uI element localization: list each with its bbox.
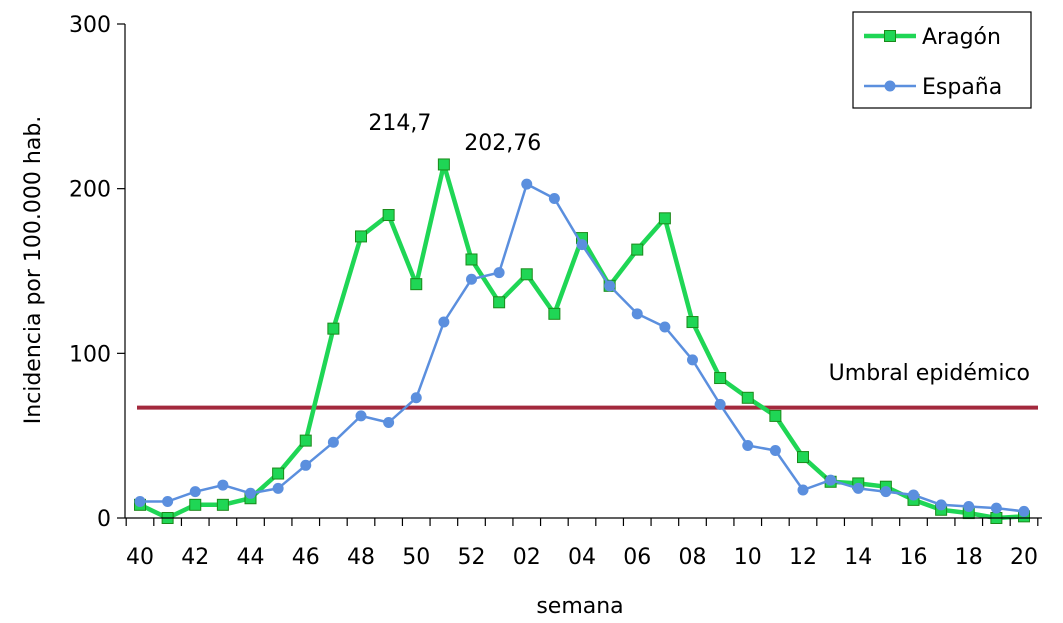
data-point-aragon <box>548 307 561 320</box>
y-tick-label: 100 <box>69 342 111 367</box>
y-tick-label: 200 <box>69 178 111 203</box>
data-point-aragon <box>741 391 754 404</box>
legend-marker-espana <box>884 80 896 92</box>
data-point-aragon <box>327 322 340 335</box>
data-point-aragon <box>299 434 312 447</box>
data-point-espana <box>631 308 643 320</box>
x-tick-label: 48 <box>347 545 375 570</box>
y-axis-title: Incidencia por 100.000 hab. <box>21 116 46 425</box>
data-point-espana <box>935 499 947 511</box>
data-point-espana <box>852 482 864 494</box>
data-point-espana <box>410 392 422 404</box>
x-tick-label: 16 <box>900 545 928 570</box>
data-point-espana <box>327 436 339 448</box>
data-point-espana <box>990 502 1002 514</box>
data-point-espana <box>687 354 698 366</box>
data-point-espana <box>217 479 229 491</box>
data-point-espana <box>742 440 754 452</box>
data-point-espana <box>189 486 201 498</box>
data-point-espana <box>825 474 837 486</box>
data-point-aragon <box>355 230 367 243</box>
data-point-aragon <box>631 243 644 256</box>
data-point-espana <box>493 267 505 279</box>
threshold-label: Umbral epidémico <box>829 361 1030 386</box>
data-point-espana <box>245 487 256 499</box>
data-point-espana <box>466 273 477 285</box>
y-tick-label: 300 <box>69 13 111 38</box>
data-point-espana <box>963 500 975 512</box>
data-point-aragon <box>493 296 506 309</box>
x-tick-label: 46 <box>292 545 320 570</box>
data-point-espana <box>797 484 809 496</box>
legend-label-espana: España <box>922 75 1002 100</box>
x-tick-label: 12 <box>789 545 817 570</box>
data-point-espana <box>134 496 146 508</box>
data-point-espana <box>438 316 450 328</box>
data-point-aragon <box>465 253 478 266</box>
data-point-espana <box>576 239 588 251</box>
series-line-aragon <box>139 162 1025 521</box>
data-point-espana <box>548 193 560 205</box>
legend-label-aragon: Aragón <box>922 25 1001 50</box>
y-tick-label: 0 <box>97 507 111 532</box>
x-tick-label: 02 <box>513 545 541 570</box>
data-point-espana <box>908 489 919 501</box>
data-point-espana <box>714 398 726 410</box>
data-point-aragon <box>658 212 671 225</box>
x-tick-label: 42 <box>181 545 209 570</box>
data-point-espana <box>659 321 671 333</box>
data-point-aragon <box>410 278 423 291</box>
peak-annotation: 214,7 <box>368 111 431 136</box>
x-tick-label: 40 <box>126 545 154 570</box>
x-tick-label: 52 <box>458 545 486 570</box>
legend-box <box>852 11 1032 109</box>
data-point-espana <box>880 486 892 498</box>
x-tick-label: 14 <box>844 545 872 570</box>
data-point-espana <box>355 410 367 422</box>
data-point-espana <box>1018 505 1030 517</box>
legend-marker-aragon <box>884 30 896 42</box>
data-point-aragon <box>714 372 727 385</box>
data-point-espana <box>383 416 395 428</box>
data-point-aragon <box>382 209 395 222</box>
x-tick-label: 06 <box>623 545 651 570</box>
x-tick-label: 18 <box>955 545 983 570</box>
data-point-aragon <box>797 451 809 464</box>
data-point-aragon <box>520 268 533 281</box>
data-point-aragon <box>437 158 450 171</box>
data-point-aragon <box>272 467 285 480</box>
peak-annotation: 202,76 <box>464 131 541 156</box>
data-point-espana <box>769 444 781 456</box>
data-point-aragon <box>189 498 202 511</box>
x-tick-label: 20 <box>1010 545 1038 570</box>
x-tick-label: 04 <box>568 545 596 570</box>
x-axis-title: semana <box>536 594 623 619</box>
data-point-espana <box>272 482 284 494</box>
data-point-aragon <box>216 498 229 511</box>
x-tick-label: 10 <box>734 545 762 570</box>
data-point-espana <box>521 178 533 190</box>
x-tick-label: 50 <box>402 545 430 570</box>
legend: Aragón España <box>852 11 1032 109</box>
x-tick-label: 08 <box>679 545 707 570</box>
x-tick-label: 44 <box>237 545 265 570</box>
data-point-espana <box>162 496 174 508</box>
data-point-aragon <box>686 316 699 329</box>
data-point-espana <box>300 459 312 471</box>
data-point-espana <box>604 280 616 292</box>
data-point-aragon <box>769 409 782 422</box>
